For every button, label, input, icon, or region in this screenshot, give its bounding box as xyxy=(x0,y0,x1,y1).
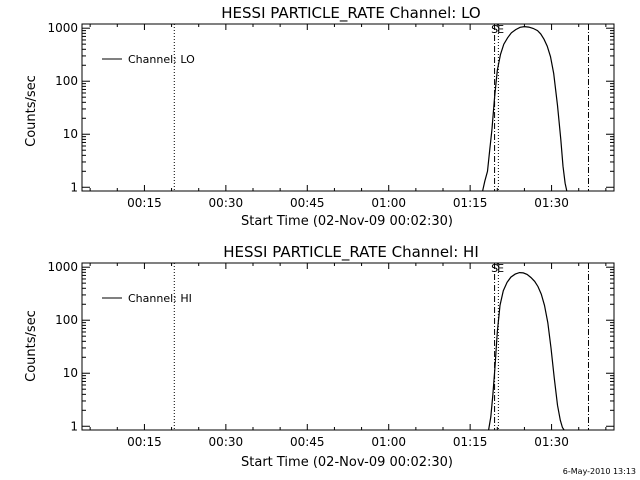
y-tick-label: 1 xyxy=(70,419,78,433)
x-tick-label: 00:15 xyxy=(127,435,162,449)
y-tick-label: 100 xyxy=(55,313,78,327)
y-tick-label: 10 xyxy=(63,366,78,380)
x-tick-label: 00:45 xyxy=(290,196,325,210)
plot-frame xyxy=(81,23,615,192)
y-tick-label: 10 xyxy=(63,127,78,141)
legend-label: Channel: LO xyxy=(128,53,195,66)
y-tick-label: 100 xyxy=(55,74,78,88)
x-axis-label: Start Time (02-Nov-09 00:02:30) xyxy=(241,214,453,229)
x-tick-label: 00:30 xyxy=(209,196,244,210)
y-tick-label: 1000 xyxy=(47,21,78,35)
x-axis-label: Start Time (02-Nov-09 00:02:30) xyxy=(241,455,453,470)
chart-panel-hi: HESSI PARTICLE_RATE Channel: HI Counts/s… xyxy=(24,243,615,470)
x-tick-label: 00:45 xyxy=(290,435,325,449)
y-tick-label: 1000 xyxy=(47,260,78,274)
y-axis-label: Counts/sec xyxy=(24,75,39,147)
x-tick-label: 01:00 xyxy=(371,435,406,449)
event-marker: E xyxy=(497,262,504,275)
x-tick-label: 01:30 xyxy=(534,435,569,449)
x-tick-label: 00:15 xyxy=(127,196,162,210)
series-line xyxy=(482,25,568,192)
chart-panel-lo: HESSI PARTICLE_RATE Channel: LO Counts/s… xyxy=(24,4,615,229)
chart-title: HESSI PARTICLE_RATE Channel: HI xyxy=(223,243,479,262)
legend-label: Channel: HI xyxy=(128,292,192,305)
event-marker: S xyxy=(491,23,498,36)
series-line xyxy=(488,271,565,431)
x-tick-label: 01:30 xyxy=(534,196,569,210)
event-marker: E xyxy=(497,23,504,36)
timestamp: 6-May-2010 13:13 xyxy=(563,467,636,476)
plot-frame xyxy=(81,262,615,431)
x-tick-label: 01:00 xyxy=(371,196,406,210)
y-tick-label: 1 xyxy=(70,180,78,194)
x-tick-label: 01:15 xyxy=(453,196,488,210)
y-axis-label: Counts/sec xyxy=(24,310,39,382)
x-tick-label: 01:15 xyxy=(453,435,488,449)
event-marker: S xyxy=(491,262,498,275)
chart-title: HESSI PARTICLE_RATE Channel: LO xyxy=(221,4,480,23)
x-tick-label: 00:30 xyxy=(209,435,244,449)
